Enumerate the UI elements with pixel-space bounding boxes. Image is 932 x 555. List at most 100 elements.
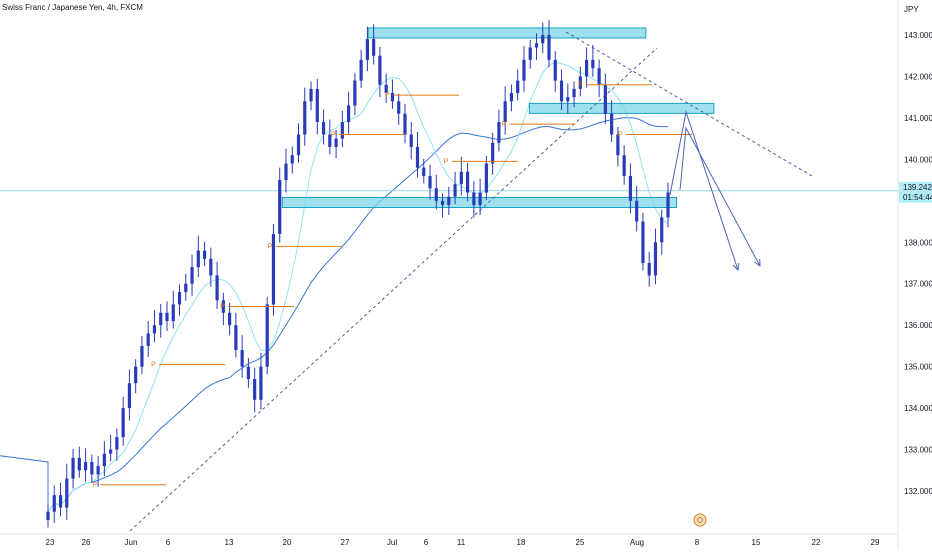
zone-mid-resistance[interactable] <box>528 102 715 114</box>
candle-body <box>146 333 150 346</box>
candle-body <box>465 171 470 193</box>
candle-body <box>666 192 670 218</box>
candle-body <box>365 39 369 60</box>
candle-body <box>572 88 576 98</box>
trendlines-layer[interactable] <box>129 31 813 532</box>
candle-body <box>177 292 182 305</box>
candle-body <box>202 250 207 259</box>
candle-body <box>603 84 607 114</box>
candle-body <box>484 163 488 193</box>
candle-body <box>253 379 257 400</box>
candle-body <box>541 35 545 44</box>
price-tick-label: 143.000 <box>904 31 932 40</box>
projection-arrowhead <box>754 258 761 268</box>
projection-arrowhead <box>732 263 740 272</box>
time-tick-label: 6 <box>166 538 171 547</box>
candle-body <box>265 304 269 367</box>
candle-body <box>578 76 582 89</box>
candle-body <box>46 511 50 521</box>
price-tick-label: 138.000 <box>904 238 932 247</box>
candle-body <box>171 304 175 322</box>
candle-body <box>497 122 501 143</box>
current-price-tag: 139.242 01:54:44 <box>899 181 932 203</box>
pivot-label: P <box>578 82 583 89</box>
candle-body <box>215 275 219 301</box>
candle-body <box>165 312 169 322</box>
time-tick-label: 15 <box>752 538 761 547</box>
candle-body <box>378 55 382 85</box>
candle-body <box>303 101 307 135</box>
candle-body <box>453 184 457 197</box>
time-tick-label: 25 <box>576 538 585 547</box>
candle-body <box>321 122 326 135</box>
time-axis-layer[interactable]: 23 26 Jun 6 13 20 27 Jul 6 11 18 25 Aug 8 15 22 29 <box>46 538 880 547</box>
candle-body <box>347 105 351 123</box>
candle-body <box>83 461 88 471</box>
candle-body <box>328 134 332 147</box>
candle-body <box>96 466 100 475</box>
projection-layer[interactable] <box>669 110 761 272</box>
price-tick-label: 132.000 <box>904 487 932 496</box>
time-tick-label: 26 <box>82 538 91 547</box>
price-axis-layer[interactable]: 143.000 142.000 141.000 140.000 138.000 137.0… <box>904 31 932 496</box>
candle-body <box>52 495 56 512</box>
candle-body <box>647 263 651 276</box>
candle-body <box>653 242 658 276</box>
candle-body <box>635 200 639 222</box>
price-tick-label: 133.000 <box>904 446 932 455</box>
camera-icon-inner <box>697 517 703 523</box>
candle-body <box>622 155 626 176</box>
candle-body <box>259 366 263 400</box>
price-tick-label: 135.000 <box>904 363 932 372</box>
candle-body <box>566 97 570 102</box>
projection-path[interactable] <box>679 126 761 267</box>
candle-body <box>309 88 313 102</box>
rising-trendline[interactable] <box>129 47 658 532</box>
price-tick-label: 141.000 <box>904 114 932 123</box>
candle-body <box>58 495 63 508</box>
candle-body <box>409 134 413 147</box>
time-tick-label: Aug <box>630 538 644 547</box>
candle-body <box>184 283 188 293</box>
pivot-label: P <box>331 131 336 138</box>
candle-body <box>547 35 551 60</box>
camera-icon[interactable] <box>693 513 707 527</box>
symbol-title: Swiss Franc / Japanese Yen, 4h, FXCM <box>2 3 143 12</box>
candle-body <box>440 200 445 205</box>
time-tick-label: 27 <box>341 538 350 547</box>
pivot-label: P <box>502 121 507 128</box>
time-tick-label: 6 <box>424 538 429 547</box>
ma-fast-line <box>47 61 669 513</box>
candle-body <box>553 59 557 81</box>
camera-icon-outer <box>693 513 707 527</box>
candle-body <box>115 437 119 450</box>
candle-body <box>240 350 244 367</box>
candle-body <box>415 146 420 168</box>
projection-path[interactable] <box>669 110 739 271</box>
candle-body <box>196 250 200 268</box>
candle-body <box>503 101 507 123</box>
candle-body <box>660 217 664 243</box>
candle-body <box>159 312 163 326</box>
candle-body <box>359 59 363 81</box>
candle-body <box>315 88 319 123</box>
current-price-value: 139.242 <box>903 183 932 192</box>
candle-body <box>641 221 645 263</box>
candle-body <box>584 59 589 77</box>
time-tick-label: 20 <box>283 538 292 547</box>
time-tick-label: 29 <box>871 538 880 547</box>
candle-body <box>109 449 113 454</box>
candle-body <box>296 134 301 156</box>
zone-top-resistance[interactable] <box>367 27 647 39</box>
candle-body <box>428 175 432 189</box>
candle-body <box>284 163 288 181</box>
candle-body <box>372 39 376 56</box>
price-tick-label: 134.000 <box>904 404 932 413</box>
candle-body <box>290 155 294 164</box>
price-tick-label: 142.000 <box>904 72 932 81</box>
candle-body <box>422 167 426 176</box>
time-tick-label: 8 <box>695 538 700 547</box>
pivot-label: P <box>151 362 156 369</box>
